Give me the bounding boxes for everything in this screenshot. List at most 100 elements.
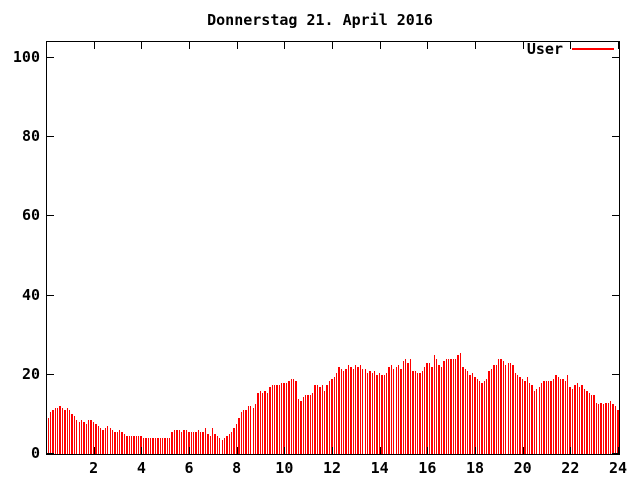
user-bar <box>519 376 521 454</box>
y-tick-right <box>612 215 619 217</box>
user-bar <box>88 420 90 454</box>
user-bar <box>64 410 66 454</box>
y-axis-label: 40 <box>21 285 40 304</box>
user-bar <box>395 366 397 454</box>
x-tick-bottom <box>570 447 572 454</box>
user-bar <box>400 368 402 454</box>
y-tick-left <box>47 373 54 375</box>
user-bar <box>405 358 407 454</box>
y-tick-right <box>612 56 619 58</box>
x-tick-bottom <box>236 447 238 454</box>
user-bar <box>354 364 357 454</box>
user-bar <box>424 366 426 454</box>
user-bar <box>102 430 104 454</box>
x-axis-label: 6 <box>184 459 194 477</box>
user-bar <box>188 432 190 454</box>
user-bar <box>521 378 524 454</box>
user-bar <box>242 410 245 454</box>
user-bar <box>107 426 109 454</box>
user-bar <box>486 378 488 454</box>
user-bar <box>316 384 319 454</box>
x-tick-bottom <box>522 447 524 454</box>
user-bar <box>276 384 278 454</box>
user-bar <box>47 418 49 454</box>
user-bar <box>612 404 614 454</box>
user-bar <box>464 368 466 454</box>
user-bar <box>295 380 297 454</box>
user-bar <box>574 384 576 454</box>
x-tick-bottom <box>332 447 333 454</box>
user-bar <box>135 436 138 454</box>
user-bar <box>583 388 586 454</box>
user-bar <box>114 432 116 454</box>
user-bar <box>533 390 536 454</box>
user-bar <box>157 438 159 454</box>
user-bar <box>502 360 505 454</box>
y-tick-left <box>47 56 54 58</box>
user-bar <box>419 372 421 454</box>
x-tick-bottom <box>427 447 429 454</box>
user-bar <box>54 408 57 454</box>
x-tick-top <box>379 42 381 49</box>
user-bar <box>195 432 197 454</box>
user-bar <box>376 374 378 454</box>
x-tick-bottom <box>141 447 143 454</box>
user-bar <box>49 412 52 454</box>
y-tick-right <box>612 136 619 138</box>
user-bar <box>307 394 309 454</box>
user-bar <box>438 364 440 454</box>
user-bar <box>552 378 555 454</box>
legend-line-sample <box>572 48 614 50</box>
user-bar <box>123 434 126 454</box>
user-bar <box>540 382 543 454</box>
user-bar <box>197 430 200 454</box>
user-bar <box>121 432 123 454</box>
user-bar <box>588 392 590 454</box>
user-bar <box>385 372 388 454</box>
user-bar <box>452 358 455 454</box>
user-bar <box>476 378 478 454</box>
user-bar <box>536 388 538 454</box>
user-bar <box>440 366 443 454</box>
user-bar <box>590 394 593 454</box>
user-bar <box>331 378 333 454</box>
x-axis-label: 14 <box>370 459 389 477</box>
user-bar <box>250 406 252 454</box>
user-bar <box>462 366 464 454</box>
user-bar <box>78 422 80 454</box>
user-bar <box>159 438 161 454</box>
user-bar <box>478 380 481 454</box>
user-bar <box>362 368 364 454</box>
user-bar <box>602 404 605 454</box>
user-bar <box>59 406 61 454</box>
user-bar <box>412 370 414 454</box>
user-bar <box>66 408 68 454</box>
user-bar <box>378 372 381 454</box>
user-bar <box>517 374 519 454</box>
y-tick-left <box>47 453 54 454</box>
user-bar <box>211 428 214 454</box>
user-bar <box>97 426 99 454</box>
user-bar <box>459 352 462 454</box>
user-bar <box>488 370 490 454</box>
user-bar <box>326 384 328 454</box>
user-bar <box>543 380 545 454</box>
user-bar <box>304 394 307 454</box>
y-tick-right <box>612 294 619 296</box>
user-bar <box>130 436 133 454</box>
user-bar <box>290 378 292 454</box>
x-tick-bottom <box>189 447 190 454</box>
user-bar <box>76 420 78 454</box>
x-tick-top <box>427 42 429 49</box>
chart-title: Donnerstag 21. April 2016 <box>207 11 433 29</box>
user-bar <box>343 370 345 454</box>
user-bar <box>104 428 107 454</box>
x-tick-bottom <box>379 447 381 454</box>
user-bar <box>68 410 71 454</box>
user-bar <box>324 390 326 454</box>
user-bar <box>269 386 271 454</box>
user-bar <box>166 438 169 454</box>
user-bar <box>309 394 312 454</box>
user-bar <box>173 430 176 454</box>
legend: User <box>527 42 614 57</box>
